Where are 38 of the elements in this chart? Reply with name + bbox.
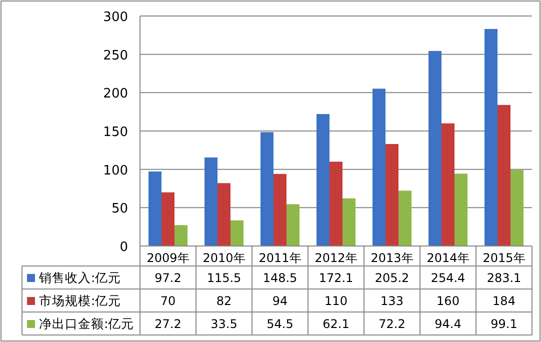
data-label: 115.5 [206, 271, 242, 285]
data-label: 72.2 [378, 317, 406, 331]
data-label: 184 [492, 294, 516, 308]
y-tick-label: 0 [120, 240, 128, 255]
data-label: 27.2 [154, 317, 182, 331]
y-tick-label: 150 [103, 125, 128, 140]
x-tick-label: 2012年 [314, 251, 358, 265]
data-label: 205.2 [374, 271, 410, 285]
x-tick-label: 2010年 [202, 251, 246, 265]
x-tick-label: 2009年 [146, 251, 190, 265]
y-tick-label: 250 [103, 48, 128, 64]
data-label: 94 [272, 294, 288, 308]
data-label: 54.5 [266, 317, 294, 331]
legend-label: 市场规模:亿元 [39, 293, 122, 308]
x-tick-label: 2013年 [370, 251, 414, 265]
legend-label: 销售收入:亿元 [38, 270, 122, 285]
data-label: 97.2 [154, 271, 182, 285]
legend-label: 净出口金额:亿元 [39, 316, 134, 331]
y-tick-label: 300 [103, 10, 128, 25]
x-tick-label: 2014年 [426, 251, 470, 265]
data-label: 160 [436, 294, 460, 308]
data-label: 99.1 [490, 317, 518, 331]
data-label: 172.1 [318, 271, 354, 285]
data-label: 82 [216, 294, 232, 308]
data-label: 62.1 [322, 317, 350, 331]
data-label: 70 [160, 294, 176, 308]
data-label: 33.5 [210, 317, 238, 331]
x-tick-label: 2011年 [258, 251, 302, 265]
data-label: 254.4 [430, 271, 466, 285]
data-label: 148.5 [262, 271, 298, 285]
data-label: 94.4 [434, 317, 462, 331]
y-tick-label: 200 [103, 86, 128, 102]
x-tick-label: 2015年 [482, 251, 526, 265]
y-tick-label: 100 [103, 163, 128, 178]
data-label: 133 [380, 294, 404, 308]
data-label: 283.1 [486, 271, 522, 285]
data-label: 110 [324, 294, 348, 308]
y-tick-label: 50 [111, 202, 128, 217]
